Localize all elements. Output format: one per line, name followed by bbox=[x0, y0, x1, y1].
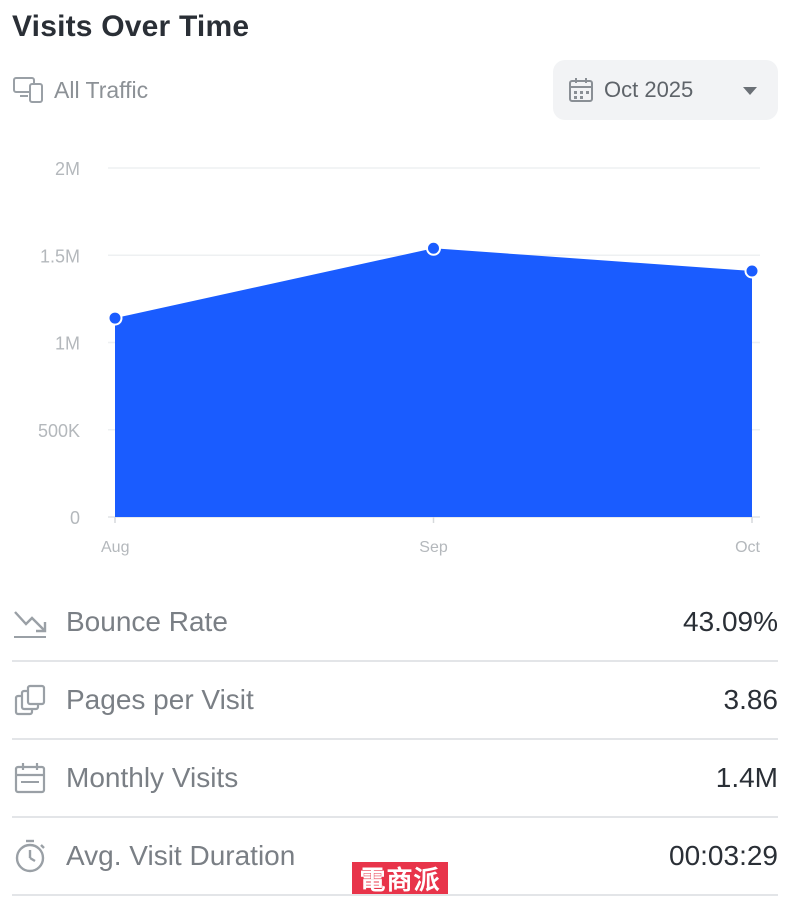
metric-value: 1.4M bbox=[715, 762, 778, 793]
metric-row-monthly-visits: Monthly Visits 1.4M bbox=[12, 740, 778, 818]
pages-icon bbox=[14, 684, 46, 716]
y-tick-label: 2M bbox=[55, 159, 80, 179]
metric-row-avg-visit-duration: Avg. Visit Duration 00:03:29 bbox=[12, 818, 778, 896]
metrics-list: Bounce Rate 43.09% Pages per Visit 3.86 … bbox=[12, 584, 778, 896]
watermark-logo: 電商派 bbox=[352, 862, 448, 896]
y-tick-label: 1M bbox=[55, 334, 80, 354]
x-tick-label: Oct bbox=[735, 539, 760, 556]
metric-label: Bounce Rate bbox=[66, 606, 228, 637]
metric-row-pages-per-visit: Pages per Visit 3.86 bbox=[12, 662, 778, 740]
visits-area bbox=[115, 248, 752, 517]
traffic-filter[interactable]: All Traffic bbox=[12, 74, 148, 106]
data-point[interactable] bbox=[426, 240, 441, 256]
metric-label: Monthly Visits bbox=[66, 762, 239, 793]
x-tick-label: Aug bbox=[101, 539, 129, 556]
data-point[interactable] bbox=[744, 263, 760, 279]
y-tick-label: 0 bbox=[70, 508, 80, 528]
page-title: Visits Over Time bbox=[12, 10, 250, 43]
x-tick-label: Sep bbox=[419, 539, 448, 556]
devices-icon bbox=[13, 77, 43, 103]
metric-row-bounce-rate: Bounce Rate 43.09% bbox=[12, 584, 778, 662]
metric-value: 00:03:29 bbox=[669, 840, 778, 871]
metric-value: 3.86 bbox=[723, 684, 779, 715]
y-tick-label: 500K bbox=[38, 421, 80, 441]
calendar-icon bbox=[14, 763, 46, 794]
metric-label: Pages per Visit bbox=[66, 684, 254, 715]
chevron-down-icon bbox=[743, 87, 757, 95]
stopwatch-icon bbox=[15, 839, 45, 873]
calendar-icon bbox=[569, 78, 593, 102]
visits-chart: 0 500K 1M 1.5M 2M Aug Sep Oct bbox=[38, 159, 761, 556]
date-selector-value: Oct 2025 bbox=[604, 77, 694, 102]
date-selector[interactable]: Oct 2025 bbox=[553, 60, 778, 120]
traffic-filter-label: All Traffic bbox=[54, 76, 149, 103]
metric-value: 43.09% bbox=[683, 606, 778, 637]
data-point[interactable] bbox=[107, 310, 123, 326]
y-tick-label: 1.5M bbox=[40, 246, 80, 266]
trend-down-icon bbox=[14, 611, 47, 638]
metric-label: Avg. Visit Duration bbox=[66, 840, 296, 871]
